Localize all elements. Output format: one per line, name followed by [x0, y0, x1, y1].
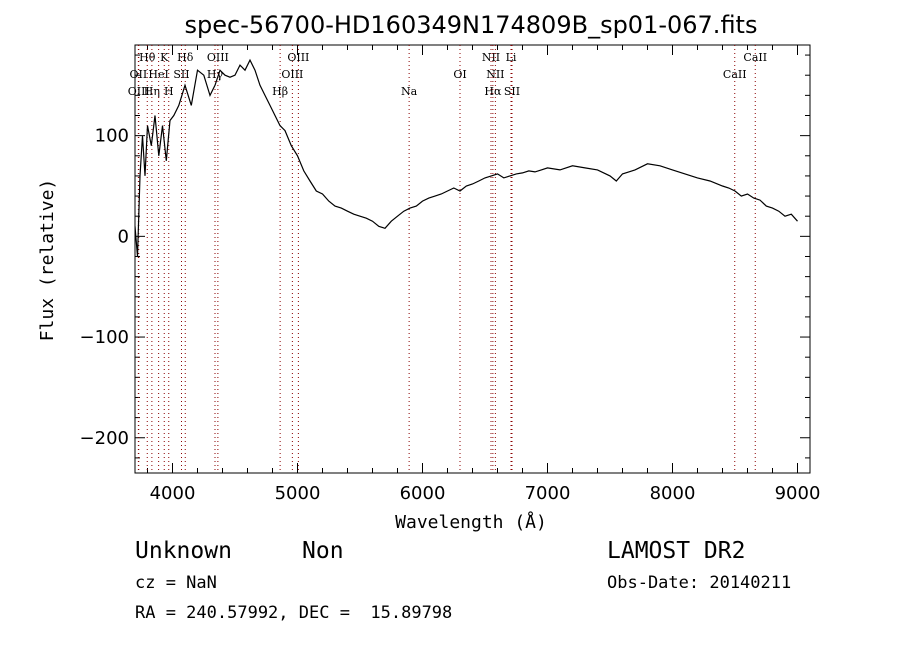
spectral-line-label: CaII [743, 51, 767, 64]
spectral-line-label: Hθ [139, 51, 156, 64]
ra-dec-coordinates: RA = 240.57992, DEC = 15.89798 [135, 603, 453, 623]
spectral-line-label: OI [453, 68, 466, 81]
survey-name: LAMOST DR2 [607, 538, 746, 564]
spectral-line-label: HeI [148, 68, 168, 81]
y-tick-label: −100 [80, 327, 129, 348]
plot-frame [134, 44, 811, 474]
y-tick-label: −200 [80, 428, 129, 449]
spectral-line-label: Hδ [177, 51, 194, 64]
x-tick-label: 7000 [525, 483, 571, 504]
spectral-line-label: NII [486, 68, 504, 81]
spectral-line-label: Li [506, 51, 517, 64]
spectral-line-label: Hγ [207, 68, 224, 81]
y-axis-label: Flux (relative) [37, 179, 58, 342]
x-tick-label: 6000 [400, 483, 446, 504]
spectral-line-label: OII [130, 68, 148, 81]
x-tick-label: 9000 [775, 483, 821, 504]
x-tick-label: 5000 [275, 483, 321, 504]
observation-date: Obs-Date: 20140211 [607, 573, 792, 593]
spectral-line-label: Hη [144, 85, 160, 98]
spectral-line-label: OIII [207, 51, 229, 64]
spectral-line-label: SII [504, 85, 520, 98]
redshift-cz: cz = NaN [135, 573, 217, 593]
spectral-line-label: OIII [128, 85, 150, 98]
spectral-line-label: OIII [287, 51, 309, 64]
spectral-line-label: CaII [723, 68, 747, 81]
y-tick-label: 100 [95, 126, 129, 147]
x-axis-label: Wavelength (Å) [395, 511, 547, 533]
spectral-line-label: OIII [281, 68, 303, 81]
spectral-line-label: SII [173, 68, 189, 81]
spectral-line-label: H [164, 85, 174, 98]
spectral-line-label: Hα [484, 85, 502, 98]
spectral-line-label: Na [401, 85, 418, 98]
chart-title: spec-56700-HD160349N174809B_sp01-067.fit… [185, 11, 758, 39]
object-class: Unknown [135, 538, 232, 564]
x-tick-label: 4000 [150, 483, 196, 504]
spectrum-line [135, 58, 798, 257]
object-subclass: Non [302, 538, 344, 564]
spectral-line-label: Hβ [272, 85, 288, 98]
spectral-line-label: NII [482, 51, 500, 64]
x-tick-label: 8000 [650, 483, 696, 504]
spectral-line-label: K [160, 51, 169, 64]
y-tick-label: 0 [118, 226, 129, 247]
plot-area: 4000 5000 6000 7000 8000 9000 −200 −100 0 100 Hθ OI… [80, 44, 821, 504]
